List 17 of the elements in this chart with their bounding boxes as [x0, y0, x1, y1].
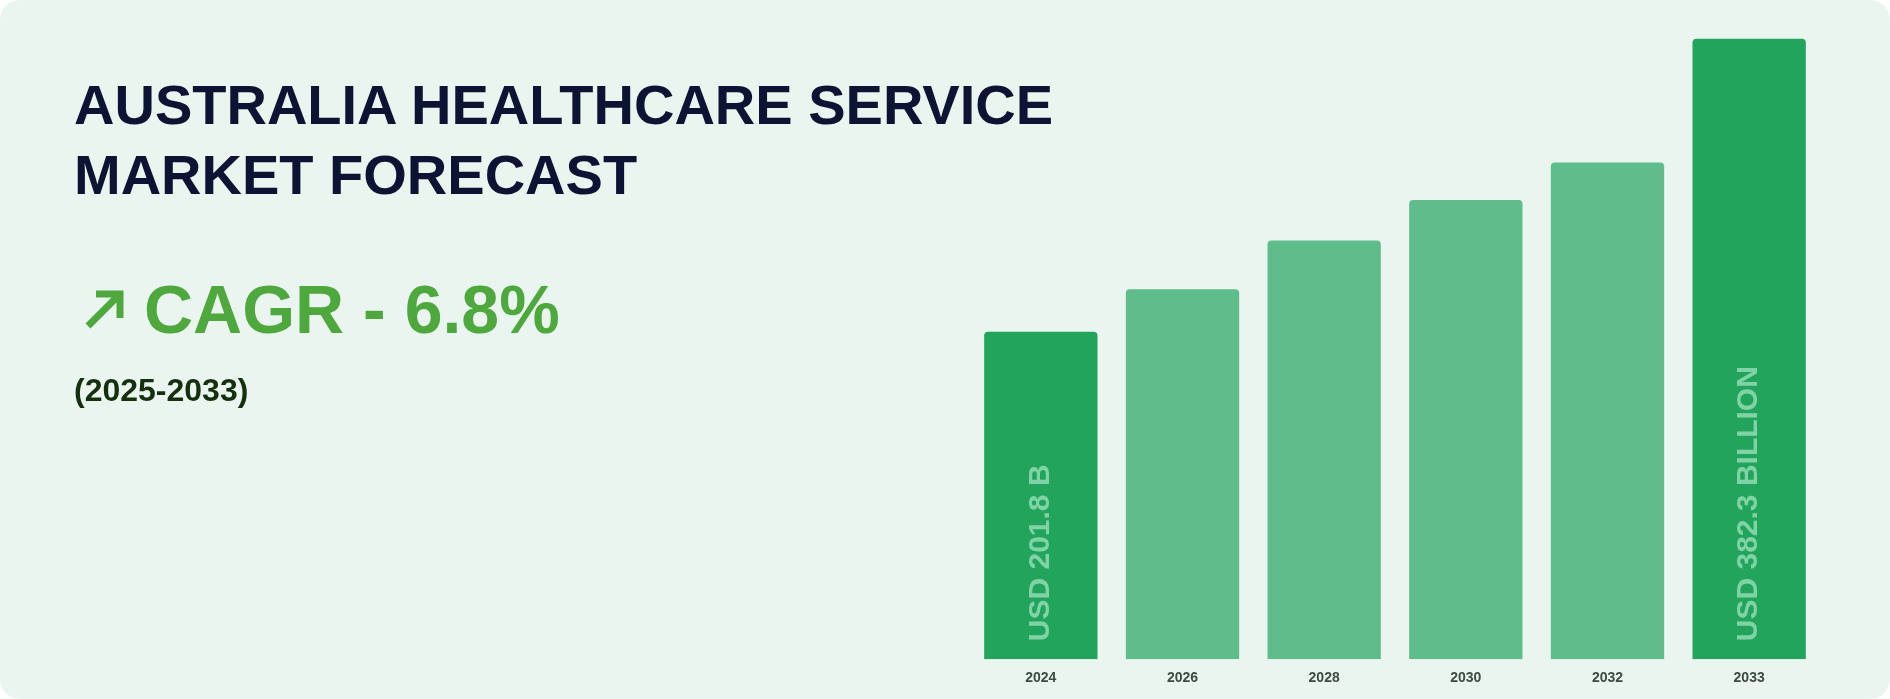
text: (2025-2033) [74, 372, 249, 409]
text: AUSTRALIA HEALTHCARE SERVICE MARKET FORECAST [74, 72, 1054, 208]
data-label: USD 201.8 B [1022, 464, 1056, 642]
x-tick-label: 2026 [1166, 669, 1199, 686]
x-tick-label: 2024 [1025, 669, 1057, 686]
data-label: USD 382.3 BILLION [1730, 366, 1764, 642]
x-tick-label: 2032 [1591, 669, 1624, 686]
bar [1550, 162, 1665, 660]
bar [1267, 240, 1381, 660]
x-tick-label: 2028 [1308, 669, 1340, 686]
x-tick-label: 2030 [1450, 669, 1482, 686]
bar [1125, 289, 1240, 660]
bar [984, 331, 1098, 660]
text: CAGR - 6.8% [144, 270, 560, 348]
x-tick-label: 2033 [1733, 669, 1765, 686]
bar [1692, 38, 1806, 660]
bar [1409, 199, 1523, 660]
